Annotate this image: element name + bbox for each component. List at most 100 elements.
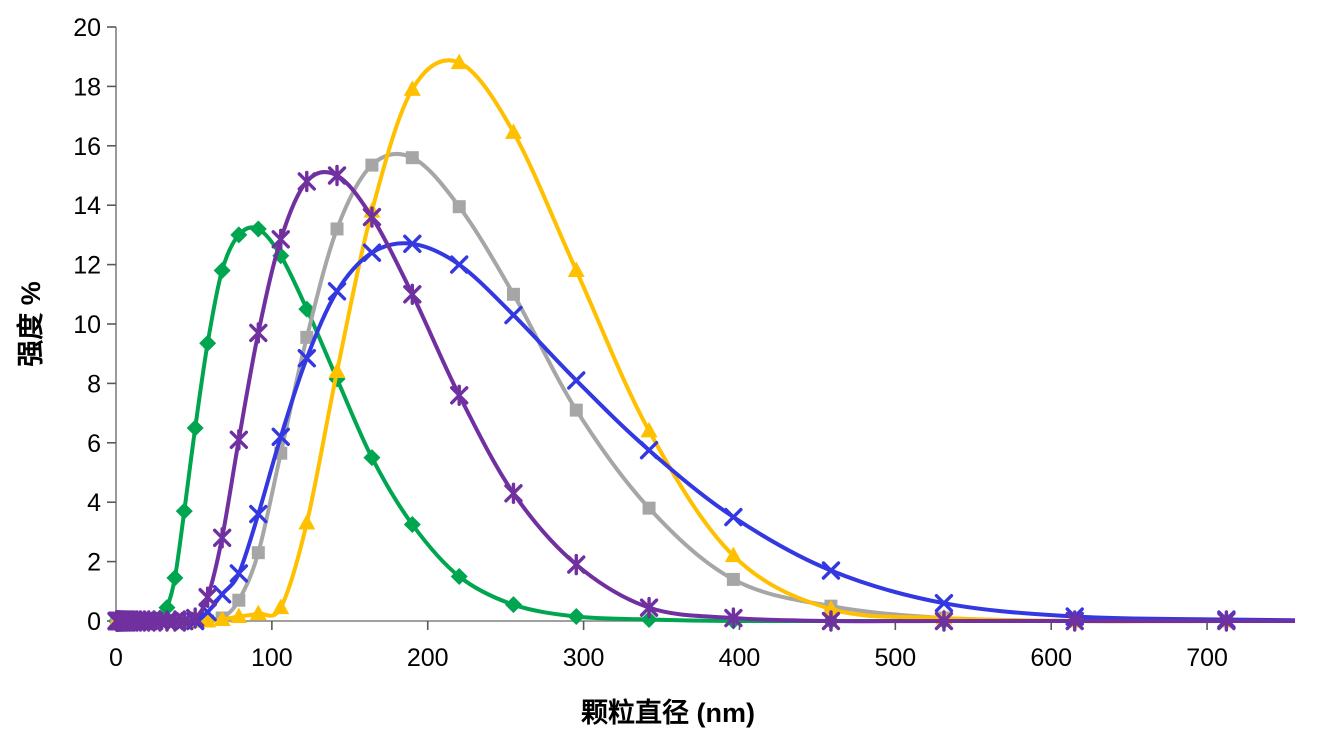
diamond-marker [175,502,193,520]
asterisk-marker [229,429,249,451]
diamond-marker [186,419,204,437]
triangle-marker [199,612,217,628]
square-marker [452,200,466,214]
triangle-marker [504,123,522,139]
asterisk-marker [362,206,382,228]
x-marker [249,504,268,524]
y-tick-label: 6 [87,430,101,458]
triangle-marker [403,80,421,96]
y-tick-label: 0 [87,608,101,636]
y-axis-title: 强度 % [15,281,46,367]
asterisk-marker [249,322,268,344]
diamond-marker [363,449,381,467]
triangle-marker [450,53,468,70]
x-tick-label: 200 [407,644,449,672]
x-marker [450,255,469,274]
triangle-marker [272,598,290,615]
triangle-marker [328,362,346,379]
asterisk-marker [639,596,659,619]
x-marker [934,593,954,613]
y-tick-label: 8 [87,370,101,398]
diamond-marker [230,226,248,244]
square-marker [726,572,740,586]
y-tick-label: 18 [73,73,101,101]
x-marker [403,234,422,254]
y-tick-label: 16 [73,133,101,161]
x-marker [297,348,316,368]
triangle-marker [724,546,742,563]
x-marker [724,507,743,527]
triangle-marker [640,421,658,438]
diamond-marker [450,567,468,585]
y-tick-label: 14 [73,192,101,220]
square-marker [506,287,520,301]
y-tick-label: 20 [73,14,101,42]
asterisk-marker [1065,610,1084,632]
x-tick-label: 300 [563,644,605,672]
y-tick-label: 2 [87,549,101,577]
triangle-marker [230,607,248,624]
axes-group [107,26,1285,630]
square-marker [330,222,344,236]
diamond-marker [567,608,585,626]
x-marker [504,305,523,325]
square-marker [300,330,314,344]
x-axis-title: 颗粒直径 (nm) [581,698,755,728]
x-tick-label: 400 [719,644,761,672]
square-marker [569,403,583,417]
yellow-triangle-series [108,53,1295,628]
asterisk-marker [271,228,290,251]
asterisk-marker [450,384,469,406]
triangle-marker [298,513,316,530]
x-marker [212,585,232,604]
asterisk-marker [327,164,347,187]
diamond-marker [158,599,176,617]
purple-asterisk-series [107,164,1295,632]
x-tick-label: 100 [251,644,293,672]
diamond-marker [199,334,217,352]
asterisk-marker [1217,610,1236,632]
asterisk-marker [198,586,217,608]
x-tick-label: 0 [109,644,123,672]
asterisk-marker [724,607,743,629]
triangle-marker [567,261,585,278]
triangle-marker [249,604,267,621]
x-marker [229,564,249,583]
asterisk-marker [934,610,954,632]
diamond-marker [403,515,421,533]
y-tick-label: 12 [73,252,101,280]
square-marker [405,151,419,165]
square-marker [365,158,379,172]
x-tick-label: 600 [1030,644,1072,672]
asterisk-marker [297,170,316,193]
triangle-marker [822,600,840,616]
x-marker [362,243,382,262]
x-marker [327,282,347,301]
triangle-marker [213,610,231,627]
asterisk-marker [821,610,841,632]
asterisk-marker [403,283,422,305]
diamond-marker [504,596,522,614]
asterisk-marker [185,607,205,629]
x-tick-label: 500 [874,644,916,672]
x-marker [639,441,659,460]
y-tick-label: 10 [73,311,101,339]
x-marker [821,561,841,580]
x-marker [271,427,290,447]
x-marker [567,371,586,390]
asterisk-marker [567,553,586,576]
square-marker [232,593,246,607]
asterisk-marker [212,527,232,549]
gray-square-series [110,151,1295,628]
y-tick-label: 4 [87,489,101,517]
diamond-marker [249,220,267,238]
x-tick-label: 700 [1186,644,1228,672]
square-marker [251,546,265,560]
diamond-marker [640,611,658,629]
asterisk-marker [504,482,523,504]
diamond-marker [166,569,184,587]
yellow-triangle-series-line [114,58,1295,624]
series-group [107,53,1295,632]
